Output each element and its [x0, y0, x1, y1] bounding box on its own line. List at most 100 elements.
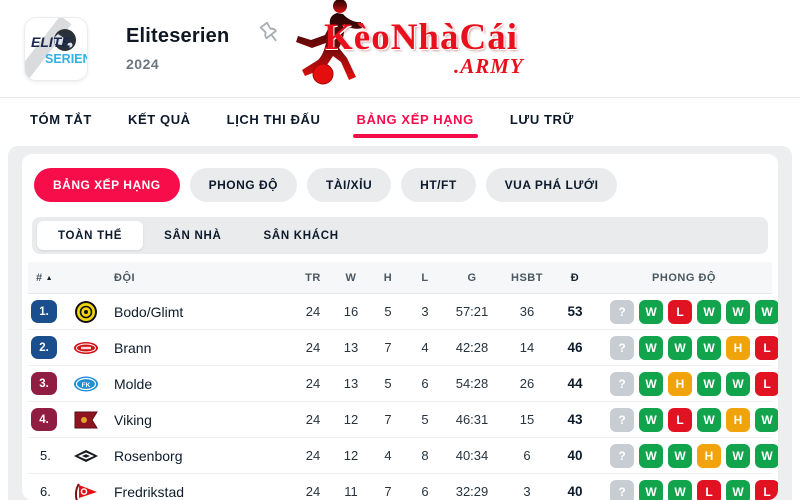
form-badge-l[interactable]: L — [755, 335, 778, 360]
subtab-pill-3[interactable]: HT/FT — [401, 168, 476, 202]
form-cell: ? W H W W L — [596, 371, 778, 396]
team-name[interactable]: Viking — [114, 411, 152, 428]
form-badge-w[interactable]: W — [639, 479, 663, 500]
table-row[interactable]: 4. Viking 24 12 7 5 46:31 15 43? W L W H W — [28, 402, 778, 438]
form-badge-w[interactable]: W — [668, 335, 692, 360]
form-badge-w[interactable]: W — [697, 335, 721, 360]
team-name[interactable]: Brann — [114, 339, 152, 356]
form-badge-w[interactable]: W — [697, 407, 721, 432]
form-badge-w[interactable]: W — [726, 299, 750, 324]
stat-hsbt: 26 — [519, 376, 535, 391]
stat-w: 16 — [343, 304, 359, 319]
stat-g: 57:21 — [455, 304, 489, 319]
form-badge-w[interactable]: W — [697, 299, 721, 324]
form-cell: ? W W L W L — [596, 479, 778, 500]
stat-l: 6 — [421, 484, 429, 499]
stat-points: 40 — [567, 484, 583, 499]
form-badge-l[interactable]: L — [755, 371, 778, 396]
col-header-hsbt[interactable]: HSBT — [511, 271, 543, 284]
form-badge-w[interactable]: W — [726, 371, 750, 396]
keonhacai-brand-logo: KèoNhàCái .ARMY — [258, 0, 548, 90]
team-name[interactable]: Fredrikstad — [114, 483, 185, 500]
stat-g: 46:31 — [455, 412, 489, 427]
table-row[interactable]: 2. Brann 24 13 7 4 42:28 14 46? W W W H L — [28, 330, 778, 366]
nav-tab-3[interactable]: BẢNG XẾP HẠNG — [339, 98, 492, 140]
stat-w: 13 — [343, 376, 359, 391]
col-header-g[interactable]: G — [467, 271, 477, 284]
form-badge-upcoming[interactable]: ? — [610, 479, 634, 500]
team-logo-icon — [68, 340, 104, 356]
team-name[interactable]: Molde — [114, 375, 153, 392]
form-badge-upcoming[interactable]: ? — [610, 371, 634, 396]
rank-badge: 3. — [31, 372, 57, 395]
col-header-h[interactable]: H — [383, 271, 393, 284]
form-badge-upcoming[interactable]: ? — [610, 299, 634, 324]
stat-points: 44 — [567, 376, 583, 391]
form-badge-w[interactable]: W — [668, 479, 692, 500]
form-badge-w[interactable]: W — [668, 443, 692, 468]
nav-tab-0[interactable]: TÓM TẮT — [30, 111, 92, 127]
stat-g: 42:28 — [455, 340, 489, 355]
form-badge-upcoming[interactable]: ? — [610, 335, 634, 360]
stat-g: 32:29 — [455, 484, 489, 499]
col-header-team[interactable]: ĐỘI — [114, 271, 136, 284]
form-badge-upcoming[interactable]: ? — [610, 407, 634, 432]
subtab-pill-0[interactable]: BẢNG XẾP HẠNG — [34, 168, 180, 202]
team-logo-icon — [68, 300, 104, 324]
form-badge-upcoming[interactable]: ? — [610, 443, 634, 468]
subtab-pill-2[interactable]: TÀI/XỈU — [306, 168, 392, 202]
col-header-l[interactable]: L — [421, 271, 429, 284]
form-badge-w[interactable]: W — [639, 371, 663, 396]
form-badge-h[interactable]: H — [697, 443, 721, 468]
form-badge-w[interactable]: W — [639, 443, 663, 468]
stat-h: 7 — [384, 340, 392, 355]
form-badge-l[interactable]: L — [668, 299, 692, 324]
form-cell: ? W W W H L — [596, 335, 778, 360]
standings-card: BẢNG XẾP HẠNG PHONG ĐỘ TÀI/XỈU HT/FT VUA PHÁ… — [22, 154, 778, 500]
form-badge-h[interactable]: H — [668, 371, 692, 396]
scope-tab-1[interactable]: SÂN NHÀ — [164, 229, 222, 242]
form-badge-w[interactable]: W — [755, 299, 778, 324]
nav-tab-2[interactable]: LỊCH THI ĐẤU — [226, 111, 321, 127]
rank-label: 5. — [40, 448, 51, 463]
nav-tab-4[interactable]: LƯU TRỮ — [509, 111, 574, 127]
form-badge-l[interactable]: L — [697, 479, 721, 500]
table-row[interactable]: 3. FK Molde 24 13 5 6 54:28 26 44? W H W W L — [28, 366, 778, 402]
brand-suffix: .ARMY — [454, 54, 524, 78]
form-badge-h[interactable]: H — [726, 335, 750, 360]
team-name[interactable]: Bodo/Glimt — [114, 303, 184, 320]
form-badge-w[interactable]: W — [697, 371, 721, 396]
col-header-rank[interactable]: # ▲ — [36, 271, 54, 284]
form-badge-l[interactable]: L — [755, 479, 778, 500]
form-badge-l[interactable]: L — [668, 407, 692, 432]
pin-icon[interactable] — [258, 20, 282, 46]
brand-name[interactable]: KèoNhàCái — [324, 17, 518, 58]
table-row[interactable]: 6. Fredrikstad 24 11 7 6 32:29 3 40? W W L W L — [28, 474, 778, 500]
scope-tab-0[interactable]: TOÀN THỂ — [37, 221, 144, 250]
table-header-row: # ▲ ĐỘI TR W H L G HSBT Đ PHONG ĐỘ — [28, 262, 772, 294]
col-header-points[interactable]: Đ — [570, 271, 580, 284]
col-header-tr[interactable]: TR — [305, 271, 321, 284]
form-badge-w[interactable]: W — [755, 407, 778, 432]
team-name[interactable]: Rosenborg — [114, 447, 183, 464]
form-badge-w[interactable]: W — [639, 407, 663, 432]
form-badge-w[interactable]: W — [755, 443, 778, 468]
form-badge-w[interactable]: W — [639, 335, 663, 360]
stat-h: 5 — [384, 376, 392, 391]
form-badge-h[interactable]: H — [726, 407, 750, 432]
nav-tab-1[interactable]: KẾT QUẢ — [127, 111, 191, 127]
stat-w: 12 — [343, 448, 359, 463]
col-header-w[interactable]: W — [345, 271, 357, 284]
table-row[interactable]: 1. Bodo/Glimt 24 16 5 3 57:21 36 53? W L W W W — [28, 294, 778, 330]
team-logo-icon — [68, 448, 104, 464]
subtab-pill-4[interactable]: VUA PHÁ LƯỚI — [485, 168, 618, 202]
form-badge-w[interactable]: W — [639, 299, 663, 324]
logo-text-serien: SERIEN — [45, 52, 87, 66]
scope-tab-2[interactable]: SÂN KHÁCH — [263, 229, 339, 242]
subtab-pill-1[interactable]: PHONG ĐỘ — [189, 168, 297, 202]
page-header: ELITE SERIEN Eliteserien 2024 — [0, 0, 800, 140]
form-badge-w[interactable]: W — [726, 443, 750, 468]
eliteserien-logo: ELITE SERIEN — [24, 16, 88, 81]
form-badge-w[interactable]: W — [726, 479, 750, 500]
table-row[interactable]: 5. Rosenborg 24 12 4 8 40:34 6 40? W W H W W — [28, 438, 778, 474]
